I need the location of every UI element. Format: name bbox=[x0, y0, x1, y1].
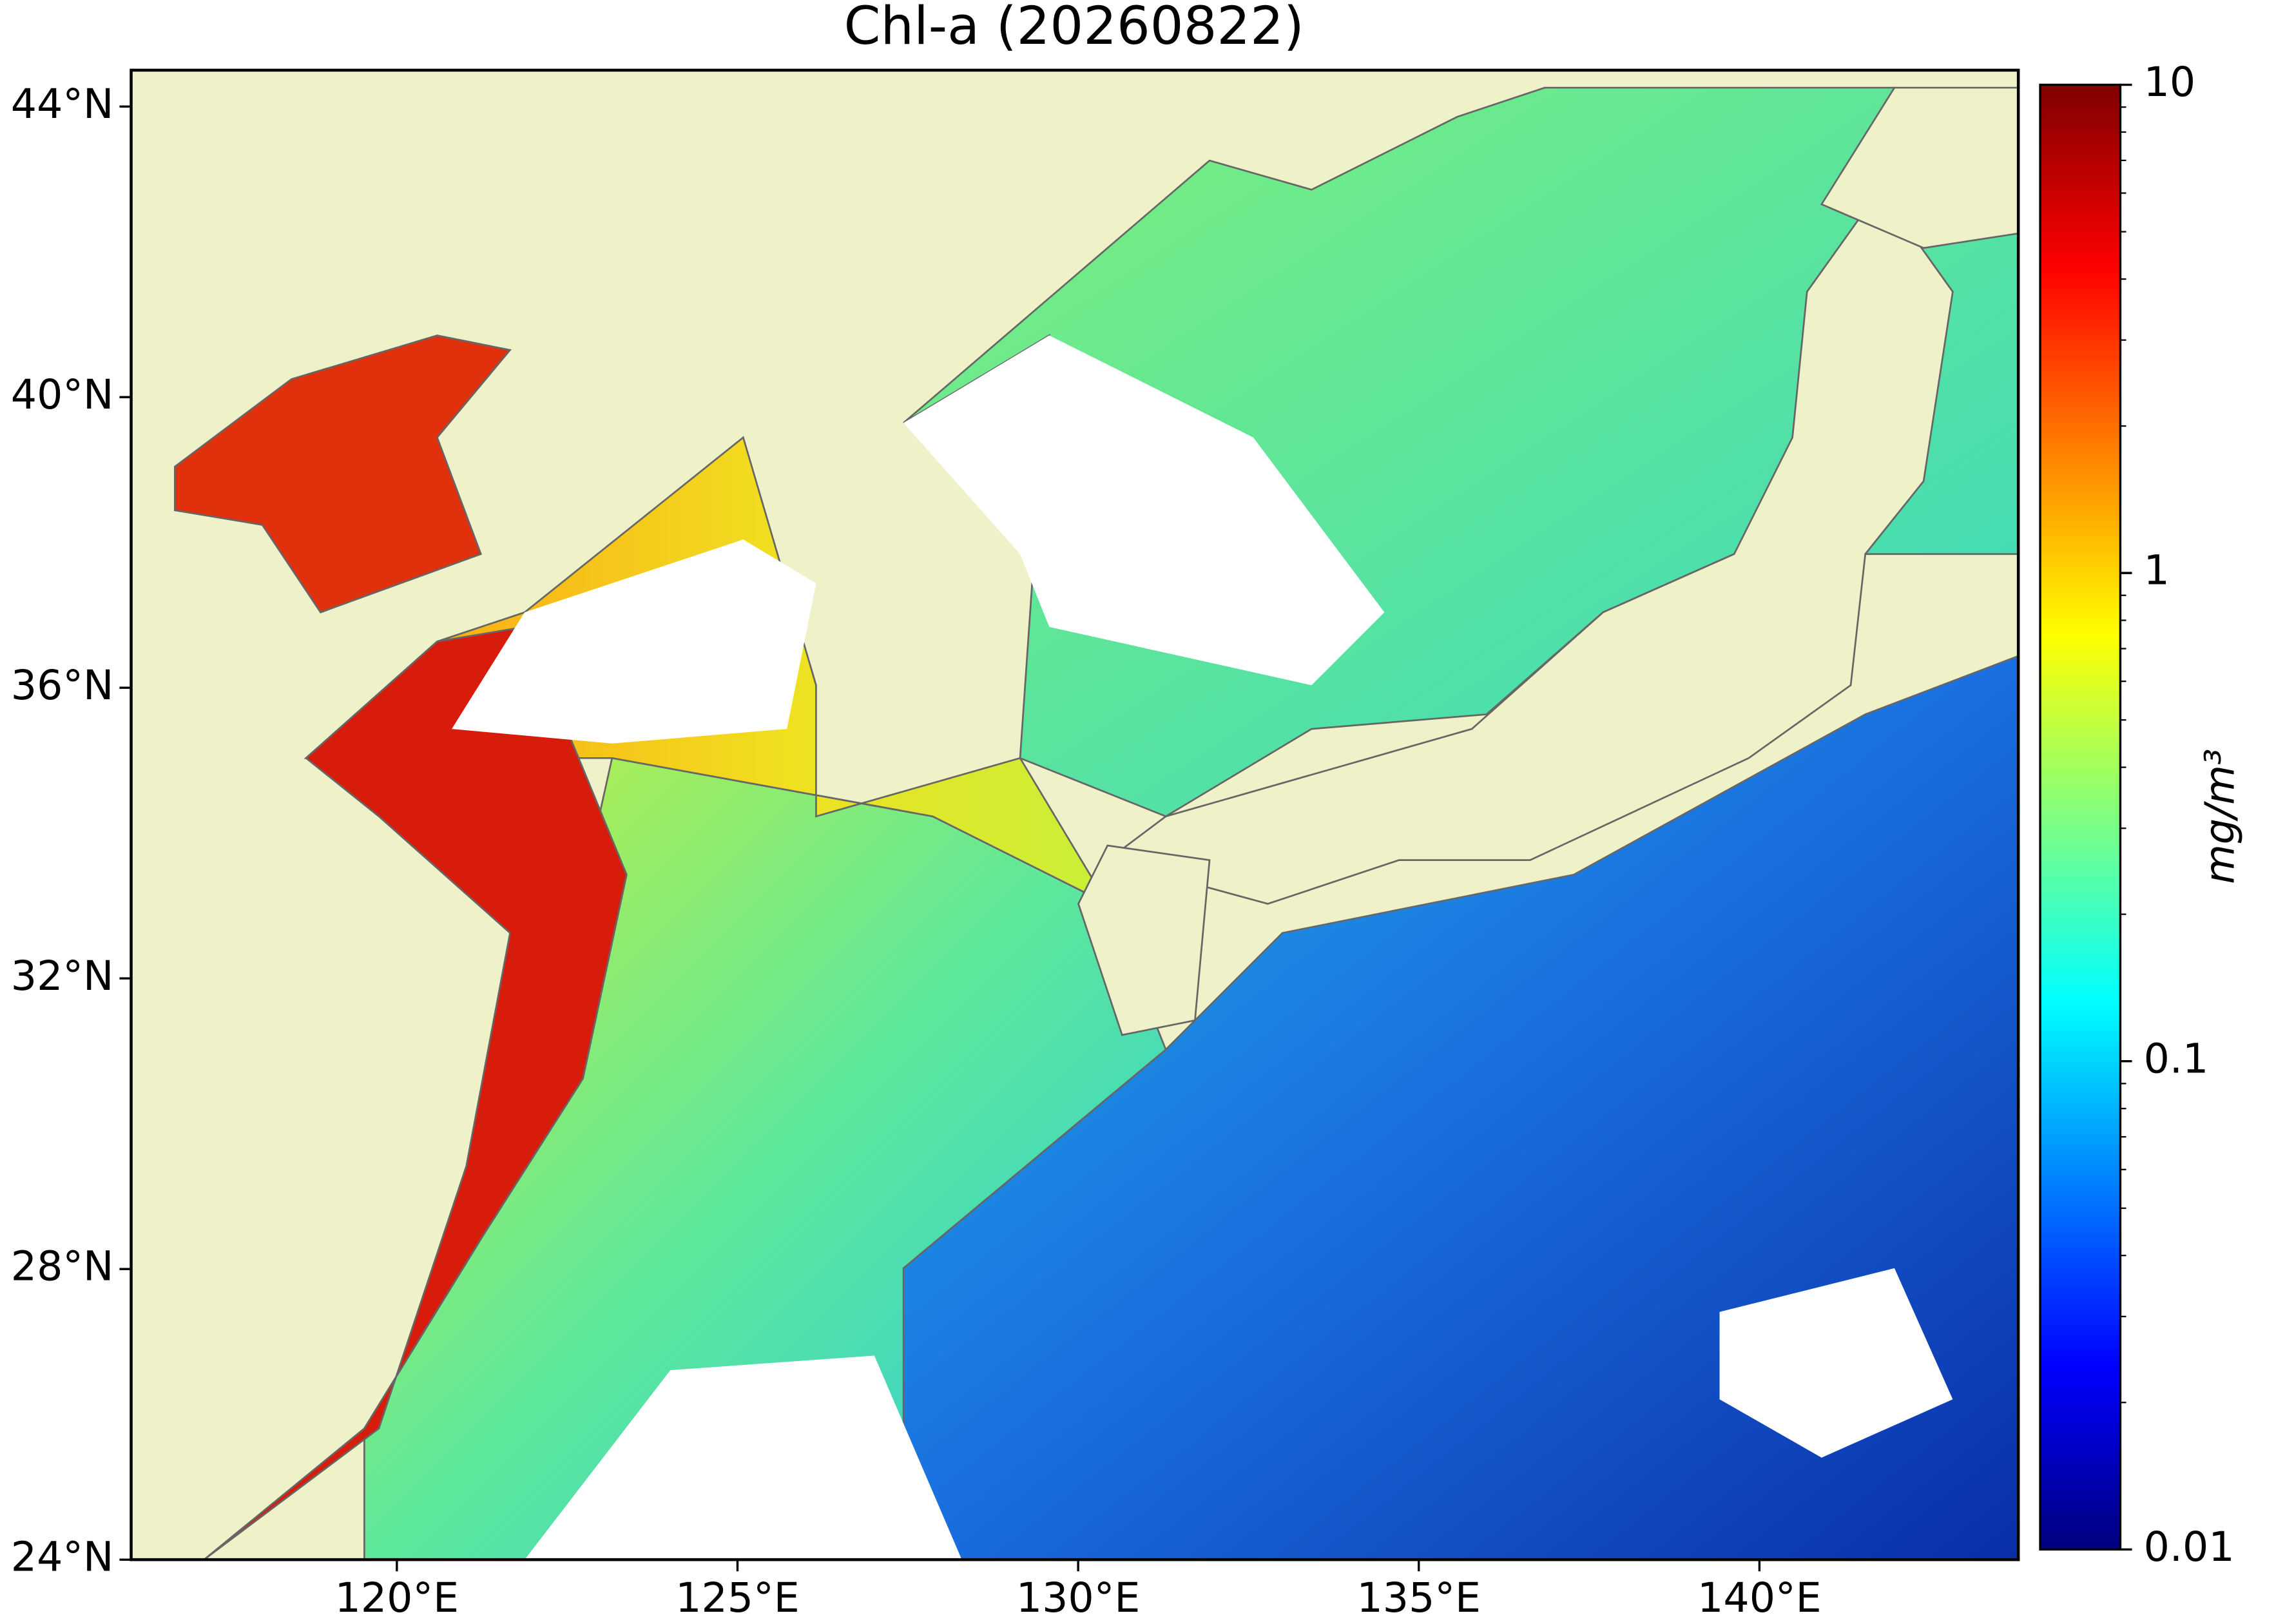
colorbar-tick-label: 0.1 bbox=[2144, 1034, 2209, 1082]
x-tick-label: 125°E bbox=[675, 1574, 800, 1621]
plot-frame bbox=[130, 68, 2020, 1561]
cloud bbox=[1719, 1268, 1953, 1458]
kyushu bbox=[1077, 844, 1211, 1036]
colorbar-label: mg/m³ bbox=[2195, 749, 2243, 884]
x-tick-label: 130°E bbox=[1016, 1574, 1141, 1621]
y-tick-label: 36°N bbox=[11, 661, 114, 709]
x-tick-label: 135°E bbox=[1357, 1574, 1481, 1621]
axes: 120°E 125°E 130°E 135°E 140°E 24°N 28°N 32°N 36°… bbox=[11, 80, 1822, 1621]
y-tick-label: 40°N bbox=[11, 371, 114, 418]
y-tick-label: 32°N bbox=[11, 952, 114, 1000]
x-tick-label: 120°E bbox=[335, 1574, 459, 1621]
cloud bbox=[903, 335, 1385, 686]
colorbar-tick-label: 10 bbox=[2144, 58, 2196, 106]
y-tick-label: 44°N bbox=[11, 80, 114, 128]
cloud bbox=[525, 1355, 962, 1560]
bohai-bloom bbox=[174, 334, 512, 614]
colorbar-tick-label: 0.01 bbox=[2144, 1523, 2235, 1571]
x-tick-label: 140°E bbox=[1697, 1574, 1822, 1621]
colorbar bbox=[2039, 83, 2122, 1551]
y-tick-label: 24°N bbox=[11, 1533, 114, 1581]
cloud bbox=[452, 539, 816, 744]
honshu bbox=[1105, 188, 1954, 905]
hokkaido bbox=[1820, 86, 2019, 249]
chart-title: Chl-a (20260822) bbox=[844, 0, 1304, 57]
colorbar-tick-label: 1 bbox=[2144, 546, 2170, 594]
y-tick-label: 28°N bbox=[11, 1242, 114, 1290]
map-layer bbox=[174, 86, 2019, 1560]
